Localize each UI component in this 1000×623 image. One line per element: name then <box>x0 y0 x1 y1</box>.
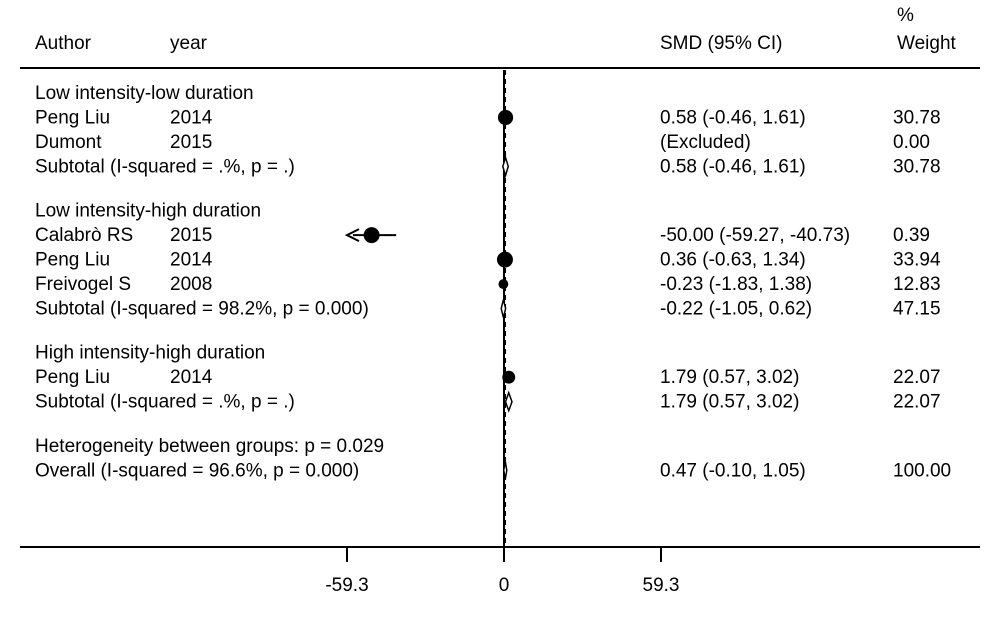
subtotal-diamond <box>501 154 510 179</box>
study-point <box>496 251 513 268</box>
header-author: Author <box>35 33 92 54</box>
study-year: 2008 <box>170 274 212 295</box>
heterogeneity-text: Heterogeneity between groups: p = 0.029 <box>35 436 384 457</box>
overall-weight: 100.00 <box>893 460 951 481</box>
study-author: Peng Liu <box>35 108 110 129</box>
header-effect: SMD (95% CI) <box>660 33 782 54</box>
study-ci-text: -0.23 (-1.83, 1.38) <box>660 274 812 295</box>
subtotal-weight: 47.15 <box>893 299 941 320</box>
study-year: 2015 <box>170 132 212 153</box>
study-year: 2014 <box>170 108 213 129</box>
study-weight: 22.07 <box>893 367 941 388</box>
study-point <box>498 279 509 290</box>
study-year: 2015 <box>170 225 212 246</box>
group-heading: High intensity-high duration <box>35 343 265 364</box>
study-year: 2014 <box>170 250 213 271</box>
study-point <box>497 109 514 126</box>
study-ci-text: 0.58 (-0.46, 1.61) <box>660 108 806 129</box>
study-weight: 0.39 <box>893 225 930 246</box>
subtotal-label: Subtotal (I-squared = .%, p = .) <box>35 157 295 178</box>
study-ci-text: 0.36 (-0.63, 1.34) <box>660 250 806 271</box>
subtotal-weight: 22.07 <box>893 392 941 413</box>
overall-diamond <box>502 461 508 480</box>
study-weight: 0.00 <box>893 132 930 153</box>
subtotal-ci-text: -0.22 (-1.05, 0.62) <box>660 299 812 320</box>
overall-label: Overall (I-squared = 96.6%, p = 0.000) <box>35 460 359 481</box>
x-tick-label: -59.3 <box>325 575 368 596</box>
study-point <box>502 370 516 384</box>
truncation-arrow-icon <box>344 228 360 242</box>
subtotal-diamond <box>500 299 507 318</box>
overall-ci-text: 0.47 (-0.10, 1.05) <box>660 460 806 481</box>
study-ci-text: -50.00 (-59.27, -40.73) <box>660 225 850 246</box>
header-weight-percent: % <box>897 5 914 26</box>
study-author: Peng Liu <box>35 367 110 388</box>
x-tick-label: 0 <box>499 575 510 596</box>
x-tick-label: 59.3 <box>643 575 680 596</box>
study-weight: 33.94 <box>893 250 941 271</box>
study-year: 2014 <box>170 367 213 388</box>
study-ci-text: (Excluded) <box>660 132 751 153</box>
group-heading: Low intensity-high duration <box>35 201 261 222</box>
subtotal-ci-text: 0.58 (-0.46, 1.61) <box>660 157 806 178</box>
study-author: Calabrò RS <box>35 225 133 246</box>
subtotal-label: Subtotal (I-squared = 98.2%, p = 0.000) <box>35 299 369 320</box>
study-point <box>363 227 380 244</box>
header-weight: Weight <box>897 33 957 54</box>
header-year: year <box>170 33 208 54</box>
study-author: Peng Liu <box>35 250 110 271</box>
study-weight: 12.83 <box>893 274 941 295</box>
subtotal-diamond <box>504 390 513 413</box>
subtotal-weight: 30.78 <box>893 157 941 178</box>
study-author: Freivogel S <box>35 274 131 295</box>
group-heading: Low intensity-low duration <box>35 83 254 104</box>
study-ci-text: 1.79 (0.57, 3.02) <box>660 367 799 388</box>
study-author: Dumont <box>35 132 102 153</box>
study-weight: 30.78 <box>893 108 941 129</box>
subtotal-ci-text: 1.79 (0.57, 3.02) <box>660 392 799 413</box>
subtotal-label: Subtotal (I-squared = .%, p = .) <box>35 392 295 413</box>
